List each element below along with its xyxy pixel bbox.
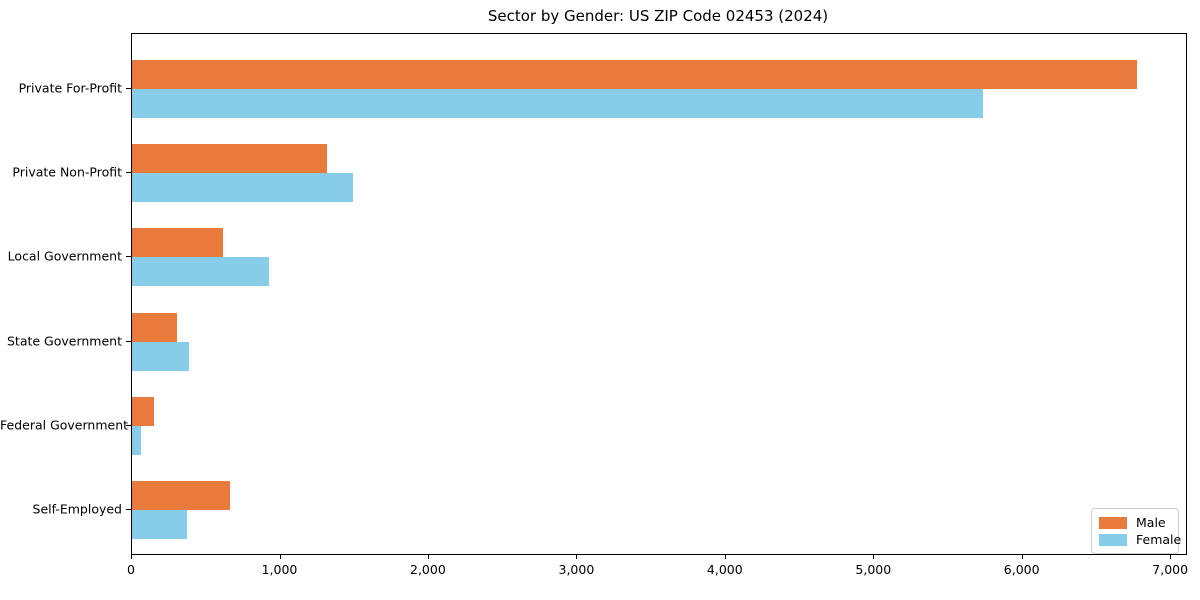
x-tick-label-6-000: 6,000 — [1003, 562, 1040, 577]
bar-male-private-non-profit[interactable] — [132, 144, 327, 173]
x-tick-mark — [1170, 554, 1172, 559]
x-tick-mark — [279, 554, 281, 559]
y-tick-label-private-non-profit: Private Non-Profit — [12, 164, 122, 180]
x-tick-label-3-000: 3,000 — [558, 562, 595, 577]
x-tick-mark — [131, 554, 132, 559]
bar-male-federal-government[interactable] — [132, 397, 155, 426]
legend-label-female: Female — [1136, 532, 1182, 547]
legend-item-male: Male — [1099, 514, 1170, 531]
bar-female-federal-government[interactable] — [132, 426, 141, 455]
y-tick-mark — [126, 425, 131, 426]
y-tick-mark — [126, 172, 131, 173]
bar-male-self-employed[interactable] — [132, 481, 230, 510]
y-tick-mark — [126, 256, 131, 257]
chart-title: Sector by Gender: US ZIP Code 02453 (202… — [487, 7, 829, 25]
bar-female-state-government[interactable] — [132, 342, 190, 371]
x-tick-mark — [427, 554, 429, 559]
y-tick-mark — [126, 341, 131, 342]
x-tick-label-1-000: 1,000 — [261, 562, 298, 577]
x-tick-label-0: 0 — [127, 562, 135, 577]
legend-item-female: Female — [1099, 531, 1181, 548]
y-tick-label-local-government: Local Government — [7, 248, 122, 264]
bar-female-local-government[interactable] — [132, 257, 269, 286]
legend-swatch-female — [1099, 533, 1127, 546]
x-tick-mark — [724, 554, 726, 559]
x-tick-label-5-000: 5,000 — [855, 562, 892, 577]
bar-female-private-for-profit[interactable] — [132, 89, 983, 118]
legend: Male Female — [1091, 508, 1181, 554]
y-tick-mark — [126, 88, 131, 89]
y-tick-label-private-for-profit: Private For-Profit — [18, 80, 122, 96]
y-tick-mark — [126, 509, 131, 510]
x-tick-label-2-000: 2,000 — [409, 562, 446, 577]
bar-female-private-non-profit[interactable] — [132, 173, 354, 202]
y-tick-label-federal-government: Federal Government — [0, 417, 129, 433]
x-tick-label-4-000: 4,000 — [706, 562, 743, 577]
x-tick-label-7-000: 7,000 — [1152, 562, 1189, 577]
x-tick-mark — [1021, 554, 1023, 559]
plot-area: Male Female — [131, 33, 1187, 555]
bar-male-private-for-profit[interactable] — [132, 60, 1137, 89]
y-tick-label-self-employed: Self-Employed — [32, 501, 122, 517]
bar-female-self-employed[interactable] — [132, 510, 187, 539]
legend-swatch-male — [1099, 516, 1127, 529]
bar-male-state-government[interactable] — [132, 313, 177, 342]
bar-male-local-government[interactable] — [132, 228, 223, 257]
x-tick-mark — [873, 554, 875, 559]
x-tick-mark — [576, 554, 578, 559]
y-tick-label-state-government: State Government — [6, 333, 122, 349]
legend-label-male: Male — [1136, 515, 1166, 530]
